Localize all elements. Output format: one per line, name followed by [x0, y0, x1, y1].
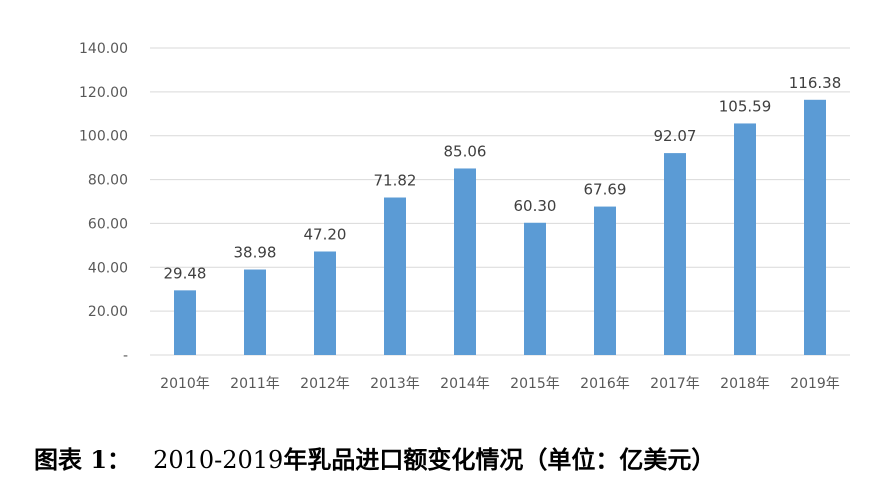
figure-caption: 图表 1： 2010-2019年乳品进口额变化情况（单位：亿美元）: [0, 440, 896, 480]
x-tick-label: 2011年: [230, 376, 280, 392]
data-label: 71.82: [374, 172, 417, 190]
x-tick-label: 2017年: [650, 376, 700, 392]
data-label: 67.69: [584, 181, 627, 199]
bar: [174, 290, 196, 355]
bar: [804, 99, 826, 355]
x-tick-label: 2015年: [510, 376, 560, 392]
data-label: 105.59: [719, 97, 772, 115]
data-label: 85.06: [444, 142, 487, 160]
y-axis-ticks: - 20.00 40.00 60.00 80.00 100.00 120.00 140.00: [79, 41, 128, 364]
y-tick-label: 120.00: [79, 85, 128, 101]
y-tick-label: 40.00: [88, 260, 128, 276]
data-labels: 29.48 38.98 47.20 71.82 85.06 60.30 67.69 92.07…: [164, 74, 842, 283]
data-label: 92.07: [654, 127, 697, 145]
bar-chart: -20.0040.0060.0080.00100.00120.00140.00 …: [79, 41, 850, 392]
y-tick-label: 80.00: [88, 173, 128, 189]
data-label: 38.98: [234, 244, 277, 262]
data-label: 29.48: [164, 264, 207, 282]
x-tick-label: 2010年: [160, 376, 210, 392]
bar: [314, 251, 336, 355]
y-tick-label: -: [123, 348, 128, 364]
caption-label: 图表 1：: [34, 445, 132, 474]
x-tick-label: 2018年: [720, 376, 770, 392]
bar: [244, 269, 266, 355]
bar: [664, 153, 686, 355]
y-tick-label: 140.00: [79, 41, 128, 57]
bar: [384, 197, 406, 355]
data-label: 60.30: [514, 197, 557, 215]
x-tick-label: 2012年: [300, 376, 350, 392]
x-tick-label: 2019年: [790, 376, 840, 392]
grid-lines: [150, 47, 850, 356]
data-label: 47.20: [304, 225, 347, 243]
bar: [594, 206, 616, 355]
caption-text: 年乳品进口额变化情况（单位：亿美元）: [283, 445, 716, 474]
bar: [524, 222, 546, 355]
bar: [454, 168, 476, 355]
bars: [174, 99, 826, 356]
x-tick-label: 2013年: [370, 376, 420, 392]
x-axis-ticks: 2010年 2011年 2012年 2013年 2014年 2015年 2016年 2017年…: [160, 376, 840, 392]
caption-years: 2010-2019: [153, 446, 284, 474]
data-label: 116.38: [789, 74, 842, 92]
x-tick-label: 2014年: [440, 376, 490, 392]
y-tick-label: 20.00: [88, 304, 128, 320]
y-tick-label: 60.00: [88, 216, 128, 232]
x-tick-label: 2016年: [580, 376, 630, 392]
y-tick-label: 100.00: [79, 129, 128, 145]
bar: [734, 123, 756, 356]
